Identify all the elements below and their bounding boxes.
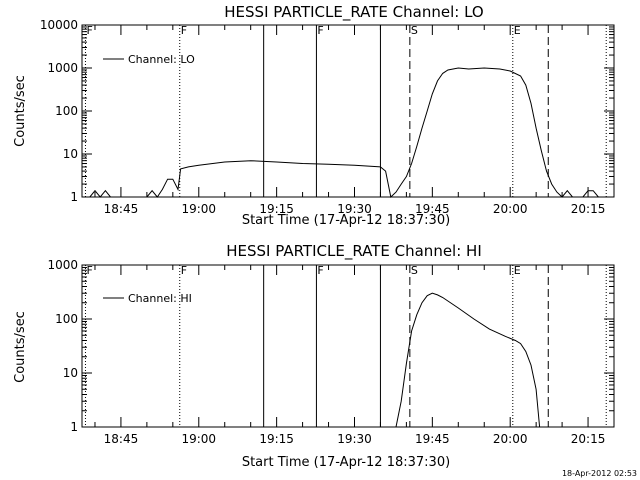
footer-timestamp: 18-Apr-2012 02:53: [562, 469, 637, 478]
marker-label-lo-3: F: [317, 24, 323, 37]
marker-label-lo-6: E: [514, 24, 521, 37]
legend-label-hi: Channel: HI: [128, 292, 192, 305]
y-tick-labels-lo: 1 10 100 1000 10000: [40, 18, 614, 204]
y-tick-label-hi-1: 10: [63, 366, 78, 380]
x-tick-label-hi-1: 19:00: [181, 432, 216, 446]
legend-lo: Channel: LO: [103, 53, 195, 66]
marker-label-hi-3: F: [317, 264, 323, 277]
x-tick-label-lo-3: 19:30: [337, 202, 372, 216]
x-tick-label-lo-6: 20:15: [571, 202, 606, 216]
y-tick-label-lo-3: 1000: [47, 61, 78, 75]
y-axis-label-hi: Counts/sec: [13, 311, 28, 383]
marker-label-lo-5: S: [411, 24, 418, 37]
y-tick-label-hi-3: 1000: [47, 258, 78, 272]
panel-lo: HESSI PARTICLE_RATE Channel: LO Counts/s…: [13, 3, 615, 228]
marker-label-hi-5: S: [411, 264, 418, 277]
x-tick-label-lo-4: 19:45: [415, 202, 450, 216]
y-tick-label-lo-1: 10: [63, 147, 78, 161]
x-tick-label-hi-0: 18:45: [104, 432, 139, 446]
x-tick-label-hi-5: 20:00: [493, 432, 528, 446]
x-tick-labels-hi: 18:45 19:00 19:15 19:30 19:45 20:00 20:15: [94, 265, 615, 446]
panel-hi: HESSI PARTICLE_RATE Channel: HI Counts/s…: [13, 242, 615, 470]
legend-label-lo: Channel: LO: [128, 53, 195, 66]
x-tick-label-hi-3: 19:30: [337, 432, 372, 446]
y-tick-labels-hi: 1 10 100 1000: [47, 258, 614, 434]
legend-hi: Channel: HI: [103, 292, 192, 305]
x-tick-label-lo-1: 19:00: [181, 202, 216, 216]
y-tick-label-lo-4: 10000: [40, 18, 78, 32]
x-axis-label-hi: Start Time (17-Apr-12 18:37:30): [242, 455, 450, 470]
marker-label-hi-6: E: [514, 264, 521, 277]
series-line-channel-lo: [89, 67, 599, 198]
plot-frame-hi: [81, 264, 615, 428]
y-tick-label-hi-2: 100: [55, 312, 78, 326]
chart-title-lo: HESSI PARTICLE_RATE Channel: LO: [224, 3, 483, 22]
x-axis-label-lo: Start Time (17-Apr-12 18:37:30): [242, 213, 450, 228]
x-tick-labels-lo: 18:45 19:00 19:15 19:30 19:45 20:00 20:15: [94, 25, 615, 216]
x-tick-label-hi-6: 20:15: [571, 432, 606, 446]
marker-label-hi-0: F: [86, 264, 92, 277]
x-tick-label-lo-0: 18:45: [104, 202, 139, 216]
marker-label-lo-1: F: [181, 24, 187, 37]
y-axis-label-lo: Counts/sec: [13, 75, 28, 147]
x-tick-label-lo-5: 20:00: [493, 202, 528, 216]
x-tick-label-hi-2: 19:15: [259, 432, 294, 446]
y-tick-label-hi-0: 1: [70, 420, 78, 434]
series-line-channel-hi: [395, 292, 541, 428]
marker-label-hi-1: F: [181, 264, 187, 277]
plot-frame-lo: [81, 24, 615, 198]
x-tick-label-lo-2: 19:15: [259, 202, 294, 216]
x-tick-label-hi-4: 19:45: [415, 432, 450, 446]
marker-label-lo-0: F: [86, 24, 92, 37]
y-tick-label-lo-2: 100: [55, 104, 78, 118]
y-tick-label-lo-0: 1: [70, 190, 78, 204]
chart-title-hi: HESSI PARTICLE_RATE Channel: HI: [226, 242, 482, 261]
